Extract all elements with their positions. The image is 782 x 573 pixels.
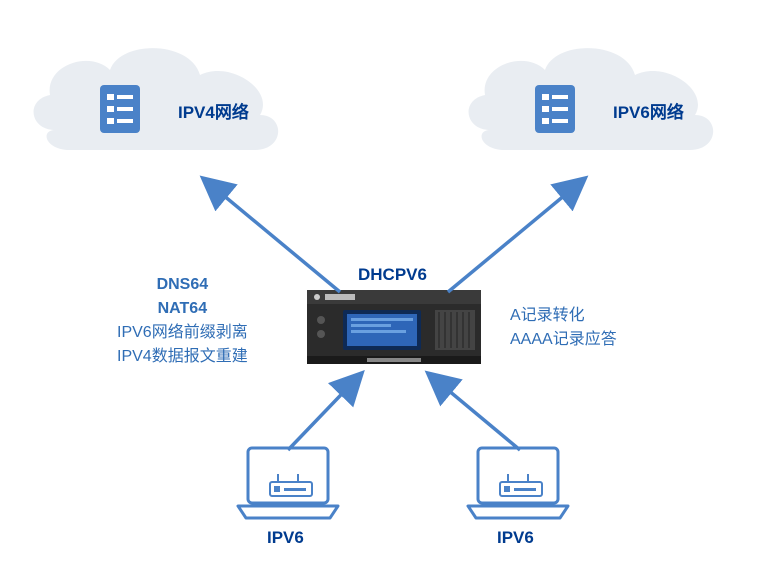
server-device (307, 290, 481, 364)
left-text-line-3: IPV4数据报文重建 (117, 345, 248, 369)
laptop-right (468, 448, 568, 518)
left-text-line-2: IPV6网络前缀剥离 (117, 321, 248, 345)
laptop-left-label: IPV6 (267, 528, 304, 548)
right-text-line-0: A记录转化 (510, 304, 617, 328)
left-text-line-0: DNS64 (117, 273, 248, 297)
left-text-line-1: NAT64 (117, 297, 248, 321)
cloud-ipv4-label: IPV4网络 (178, 98, 249, 123)
server-label: DHCPV6 (358, 265, 427, 285)
laptop-left (238, 448, 338, 518)
right-text-line-1: AAAA记录应答 (510, 328, 617, 352)
left-text-block: DNS64 NAT64 IPV6网络前缀剥离 IPV4数据报文重建 (117, 273, 248, 369)
right-text-block: A记录转化 AAAA记录应答 (510, 304, 617, 352)
cloud-ipv6-label: IPV6网络 (613, 98, 684, 123)
laptop-right-label: IPV6 (497, 528, 534, 548)
